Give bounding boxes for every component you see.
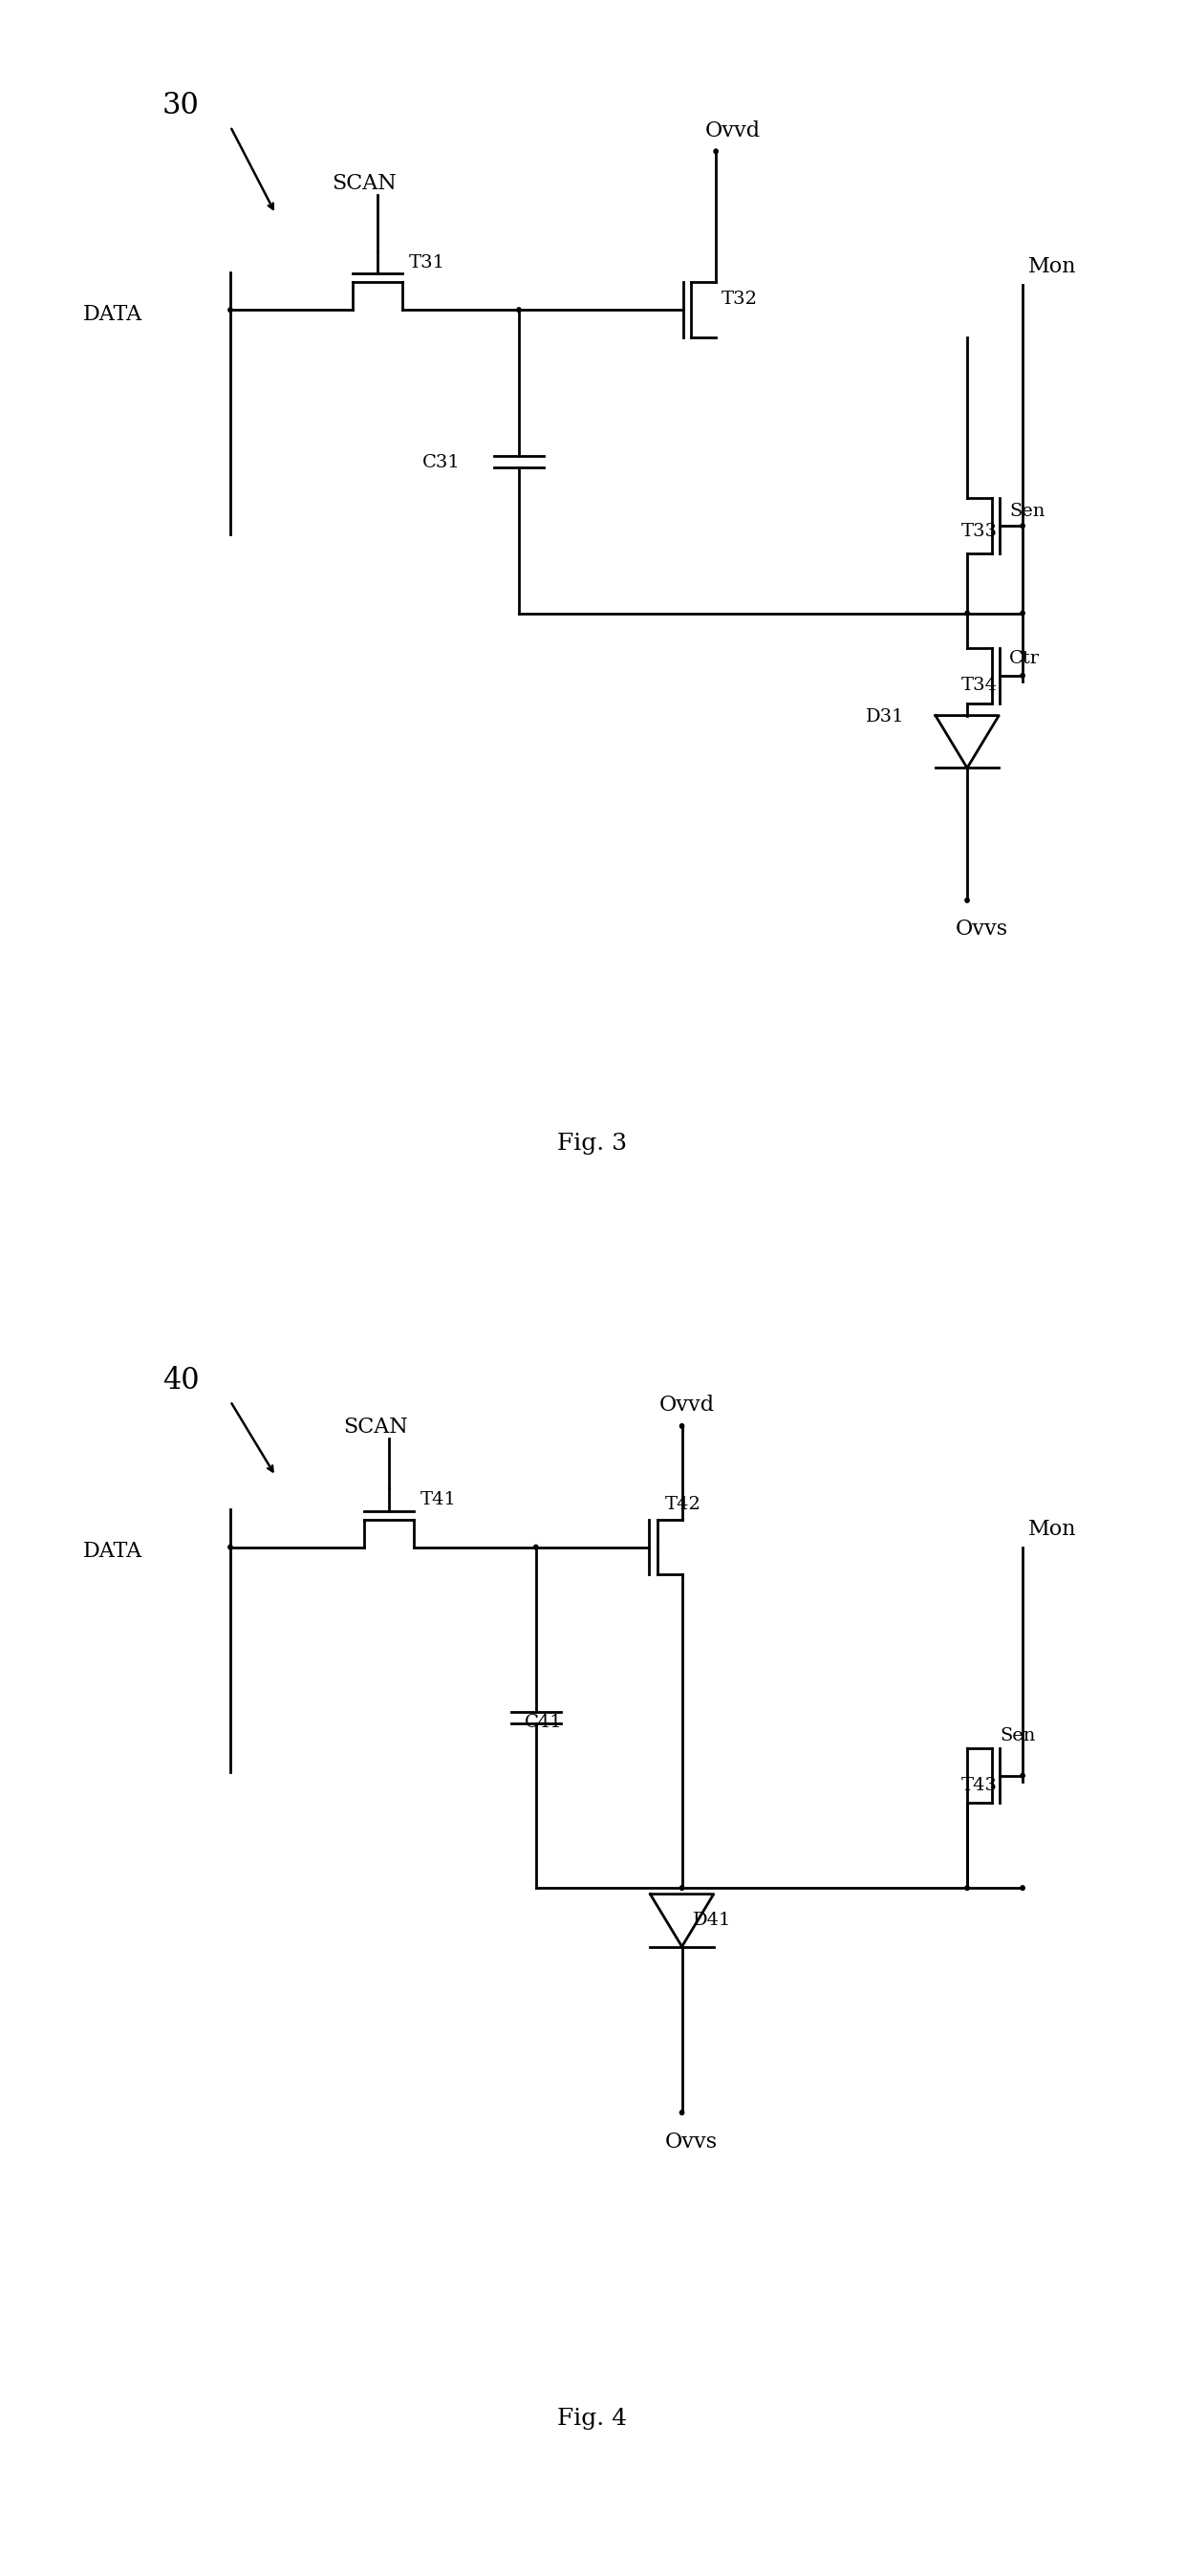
Text: T31: T31 [409, 255, 446, 270]
Circle shape [965, 611, 969, 616]
Text: T34: T34 [961, 677, 998, 696]
Circle shape [680, 1886, 684, 1891]
Text: Ovvs: Ovvs [665, 2130, 718, 2154]
Circle shape [965, 1886, 969, 1891]
Text: 30: 30 [162, 90, 199, 121]
Text: Ctr: Ctr [1010, 649, 1039, 667]
Text: Fig. 4: Fig. 4 [558, 2409, 627, 2429]
Circle shape [1020, 1886, 1025, 1891]
Circle shape [229, 1546, 232, 1548]
Text: T41: T41 [421, 1492, 456, 1510]
Circle shape [229, 307, 232, 312]
Text: SCAN: SCAN [344, 1417, 408, 1437]
Text: SCAN: SCAN [332, 173, 397, 193]
Text: C31: C31 [423, 453, 461, 471]
Circle shape [534, 1546, 538, 1548]
Text: Mon: Mon [1029, 1517, 1076, 1540]
Text: Sen: Sen [1010, 502, 1045, 520]
Text: Ovvd: Ovvd [659, 1394, 715, 1417]
Circle shape [517, 307, 521, 312]
Text: 40: 40 [162, 1365, 199, 1396]
Text: T43: T43 [961, 1777, 998, 1795]
Circle shape [680, 2110, 684, 2115]
Text: D31: D31 [865, 708, 904, 726]
Text: Fig. 3: Fig. 3 [558, 1133, 627, 1154]
Circle shape [713, 149, 718, 155]
Text: Ovvs: Ovvs [956, 920, 1008, 940]
Text: Mon: Mon [1029, 255, 1076, 278]
Text: D41: D41 [693, 1911, 732, 1929]
Circle shape [1020, 1772, 1025, 1777]
Text: T42: T42 [665, 1497, 702, 1515]
Circle shape [1020, 523, 1025, 528]
Text: C41: C41 [525, 1713, 563, 1731]
Circle shape [1020, 672, 1025, 677]
Circle shape [1020, 611, 1025, 616]
Text: T33: T33 [961, 523, 998, 538]
Text: Ovvd: Ovvd [705, 121, 760, 142]
Text: DATA: DATA [83, 1540, 142, 1561]
Text: DATA: DATA [83, 304, 142, 325]
Text: T32: T32 [722, 291, 758, 307]
Text: Sen: Sen [1000, 1728, 1036, 1744]
Circle shape [965, 899, 969, 902]
Circle shape [680, 1425, 684, 1427]
